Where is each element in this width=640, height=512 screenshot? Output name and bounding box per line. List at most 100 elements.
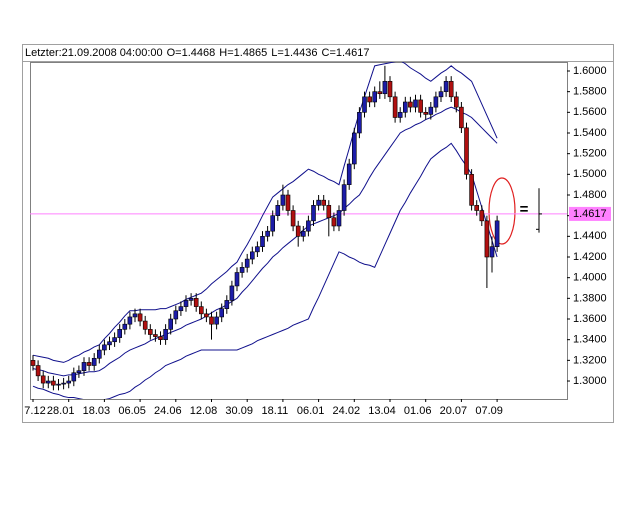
x-tick-label: 01.06 xyxy=(404,405,432,417)
candle-body xyxy=(392,96,398,118)
bollinger-band xyxy=(32,142,498,399)
candle-body xyxy=(214,316,219,325)
y-tick-label: 1.5000 xyxy=(573,168,607,180)
candle-body xyxy=(250,251,255,260)
candle-body xyxy=(270,215,276,232)
candle-body xyxy=(285,194,291,211)
y-tick-label: 1.3200 xyxy=(573,354,607,366)
x-tick-label: 12.08 xyxy=(190,405,218,417)
header-text: L= xyxy=(271,47,284,59)
marker: = xyxy=(520,201,529,218)
candle-body xyxy=(91,357,97,366)
x-tick-label: 06.01 xyxy=(297,405,325,417)
candle-body xyxy=(71,372,77,382)
candle-body xyxy=(367,96,372,103)
candle-body xyxy=(331,217,337,227)
x-tick-label: 07.09 xyxy=(475,405,503,417)
x-tick-label: 06.05 xyxy=(118,405,146,417)
candle-body xyxy=(163,329,168,340)
candle-body xyxy=(464,127,469,175)
y-tick-label: 1.5800 xyxy=(573,86,607,98)
x-tick-label: 18.11 xyxy=(262,405,289,417)
y-tick-label: 1.4200 xyxy=(573,251,607,263)
candle-body xyxy=(234,272,240,287)
candle-body xyxy=(351,132,357,165)
candle-body xyxy=(357,112,362,134)
candle-body xyxy=(158,336,163,340)
candle-body xyxy=(459,106,464,129)
header-text: C= xyxy=(322,47,336,59)
x-tick-label: 24.06 xyxy=(154,405,182,417)
header-text: H= xyxy=(219,47,233,59)
candle-body xyxy=(336,210,342,227)
header: Letzter:21.09.2008 04:00:00 O=1.4468 H=1.4… xyxy=(25,47,370,59)
candle-body xyxy=(428,106,434,115)
last-price-box xyxy=(569,206,611,221)
y-tick-label: 1.5400 xyxy=(573,127,607,139)
x-tick-label: 30.09 xyxy=(225,405,253,417)
candle-body xyxy=(168,318,173,330)
candle-body xyxy=(102,344,107,351)
candle-body xyxy=(188,298,194,301)
header-text: Letzter:21.09.2008 04:00:00 xyxy=(25,47,163,59)
candle-body xyxy=(66,380,71,384)
header-text: O= xyxy=(167,47,182,59)
candle-body xyxy=(244,258,250,268)
candle-body xyxy=(300,230,306,237)
candle-body xyxy=(438,91,444,98)
x-tick-label: 7.12 xyxy=(24,405,45,417)
candle-body xyxy=(433,96,439,108)
x-tick-label: 24.02 xyxy=(333,405,361,417)
candle-body xyxy=(306,220,311,232)
candle-body xyxy=(408,101,413,108)
candle-body xyxy=(418,99,423,113)
candle-body xyxy=(35,365,41,377)
plot-content xyxy=(30,62,567,399)
candle-body xyxy=(229,285,235,301)
x-tick-label: 28.01 xyxy=(47,405,75,417)
candle-body xyxy=(142,320,148,330)
y-tick-label: 1.4400 xyxy=(573,230,607,242)
candle-body xyxy=(183,300,189,307)
candle-body xyxy=(443,81,449,92)
candle-body xyxy=(40,375,46,384)
last-price-label: 1.4617 xyxy=(573,208,607,220)
bollinger-band xyxy=(32,106,498,377)
bollinger-band xyxy=(32,62,498,363)
x-tick-label: 18.03 xyxy=(83,405,111,417)
candle-body xyxy=(61,382,66,385)
candle-body xyxy=(362,96,367,113)
candle-body xyxy=(316,199,321,206)
candle-body xyxy=(295,225,301,237)
candle-body xyxy=(112,337,117,343)
header-text: 1.4865 xyxy=(234,47,268,59)
header-text: 1.4617 xyxy=(336,47,370,59)
candle-body xyxy=(117,329,122,338)
candle-body xyxy=(199,306,204,315)
x-tick-label: 20.07 xyxy=(440,405,468,417)
y-tick-label: 1.4800 xyxy=(573,189,607,201)
candle-body xyxy=(453,96,459,108)
candle-body xyxy=(346,163,352,185)
candle-body xyxy=(255,246,260,253)
candle-body xyxy=(474,205,480,211)
candle-body xyxy=(402,101,408,113)
candle-body xyxy=(387,81,393,98)
candle-body xyxy=(275,205,281,216)
candle-body xyxy=(494,220,500,247)
candle-body xyxy=(178,306,184,312)
candle-body xyxy=(423,112,429,115)
candle-body xyxy=(260,236,265,247)
candle-body xyxy=(311,205,316,222)
candle-body xyxy=(81,362,87,371)
candle-body xyxy=(173,310,179,320)
candle-body xyxy=(204,313,209,318)
y-tick-label: 1.5600 xyxy=(573,106,607,118)
candle-body xyxy=(479,210,485,222)
candle-body xyxy=(30,360,36,366)
candle-body xyxy=(107,341,112,346)
candle-body xyxy=(372,91,378,103)
candle-body xyxy=(413,99,418,108)
highlight-ellipse xyxy=(488,177,516,245)
